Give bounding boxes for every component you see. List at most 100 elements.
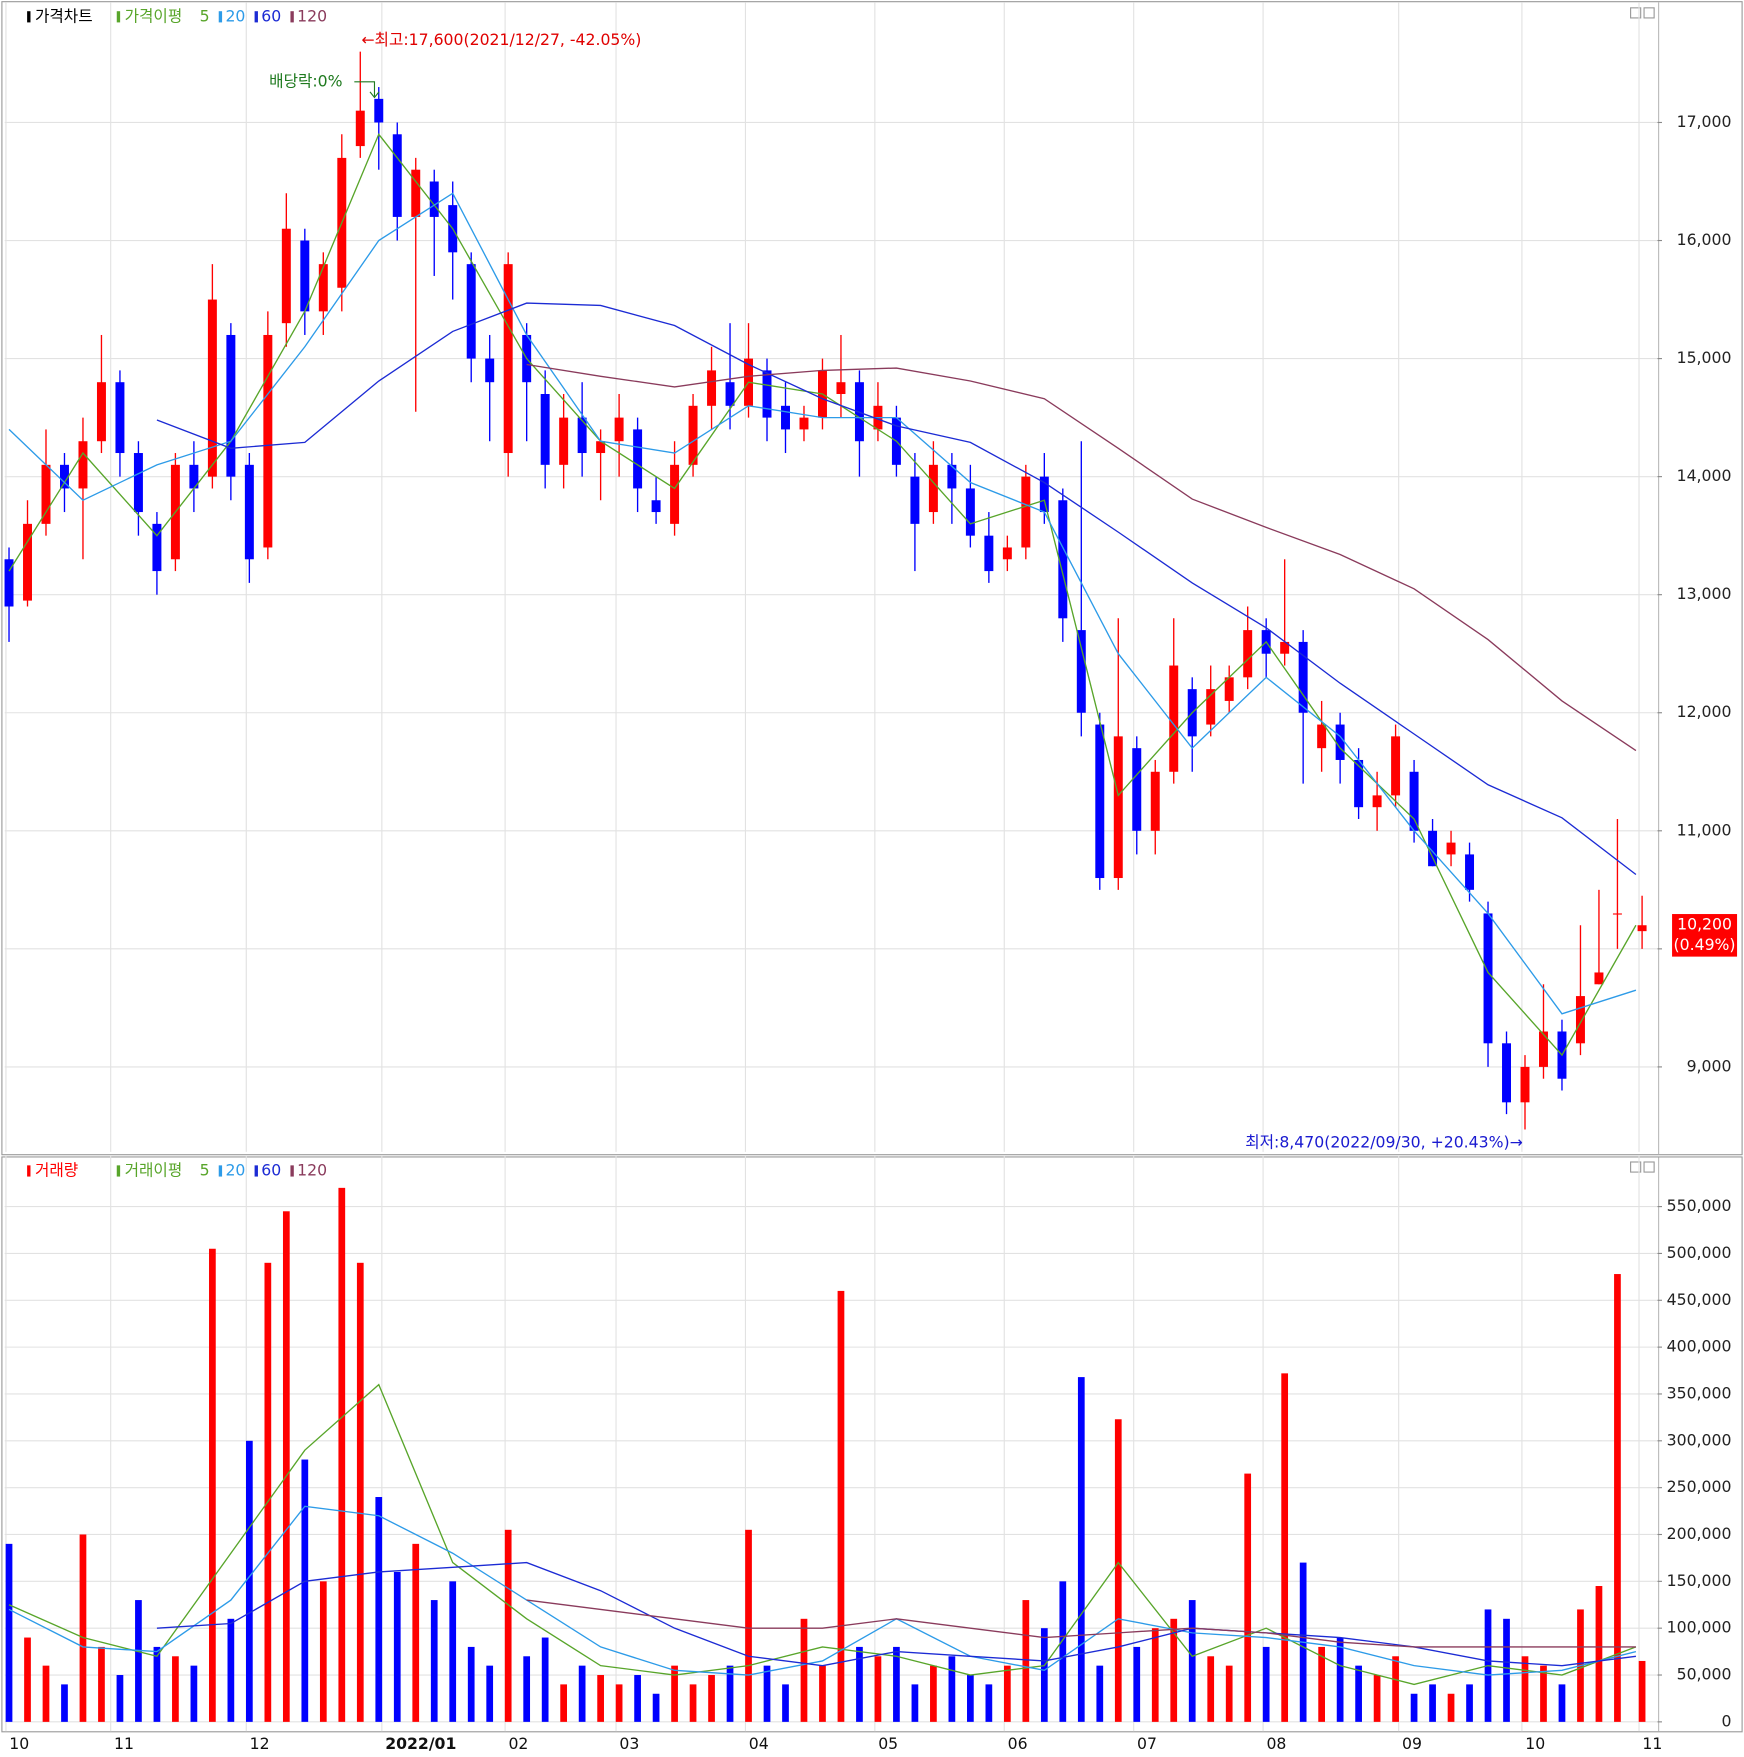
- candle-body: [1428, 830, 1438, 867]
- y-tick-label: 16,000: [1677, 230, 1732, 249]
- dividend-arrow: [354, 81, 380, 99]
- volume-bar: [597, 1675, 604, 1722]
- moving-average-line: [156, 1561, 1637, 1667]
- volume-bar: [190, 1665, 198, 1722]
- volume-bar: [1003, 1665, 1011, 1722]
- y-tick-label: 250,000: [1667, 1477, 1732, 1496]
- candle-body: [392, 134, 402, 217]
- legend-swatch: [116, 1165, 121, 1177]
- candle-body: [799, 417, 809, 430]
- legend-swatch: [218, 11, 223, 23]
- volume-bar: [430, 1600, 438, 1722]
- x-tick-label: 10: [9, 1734, 29, 1753]
- volume-bar: [800, 1618, 808, 1722]
- candle-body: [1169, 665, 1179, 772]
- x-tick-label: 2022/01: [385, 1734, 456, 1753]
- y-tick-label: 100,000: [1667, 1618, 1732, 1637]
- y-tick-label: 550,000: [1667, 1196, 1732, 1215]
- volume-bar: [652, 1693, 660, 1722]
- volume-bar: [1392, 1656, 1399, 1722]
- legend-entry: 5: [200, 1160, 210, 1179]
- candle-body: [910, 476, 920, 524]
- volume-bar: [523, 1656, 531, 1722]
- x-tick-label: 11: [1642, 1734, 1662, 1753]
- panel-minimize-button[interactable]: [1630, 7, 1642, 19]
- volume-bar: [1114, 1419, 1122, 1722]
- legend-entry: 20: [225, 1160, 245, 1179]
- candle-body: [1076, 630, 1086, 713]
- candle-body: [485, 358, 495, 383]
- y-tick-label: 11,000: [1677, 820, 1732, 839]
- candle-body: [762, 370, 772, 418]
- volume-bar: [1244, 1473, 1252, 1722]
- volume-bar: [634, 1675, 641, 1722]
- x-tick-label: 07: [1137, 1734, 1157, 1753]
- candle-body: [466, 264, 476, 359]
- high-annotation: ←최고:17,600(2021/12/27, -42.05%): [361, 30, 641, 49]
- candle-body: [1637, 925, 1647, 932]
- candle-body: [725, 382, 735, 406]
- y-tick-label: 500,000: [1667, 1243, 1732, 1262]
- volume-bar: [135, 1600, 142, 1722]
- volume-bar: [24, 1637, 31, 1722]
- y-tick-label: 12,000: [1677, 702, 1732, 721]
- x-tick-label: 02: [508, 1734, 528, 1753]
- volume-bar: [153, 1646, 161, 1722]
- candle-body: [781, 405, 790, 430]
- candle-body: [133, 453, 143, 513]
- candle-body: [1224, 677, 1234, 701]
- moving-average-line: [8, 1505, 1637, 1676]
- candle-body: [1612, 913, 1622, 915]
- volume-bar: [615, 1684, 623, 1722]
- candle-body: [503, 264, 513, 454]
- volume-bar: [412, 1543, 420, 1722]
- volume-bar: [911, 1684, 919, 1722]
- volume-bar: [486, 1665, 494, 1722]
- candle-body: [1575, 996, 1585, 1044]
- legend-entry: 120: [297, 1160, 327, 1179]
- candle-body: [1539, 1031, 1548, 1067]
- volume-bar: [1429, 1684, 1436, 1722]
- candle-body: [1058, 500, 1068, 619]
- volume-bar: [264, 1262, 272, 1722]
- volume-bar: [393, 1571, 401, 1722]
- panel-minimize-button[interactable]: [1630, 1161, 1642, 1173]
- volume-bar: [42, 1665, 50, 1722]
- panel-close-button[interactable]: [1643, 7, 1655, 19]
- legend-swatch: [27, 11, 31, 23]
- volume-bar: [782, 1684, 789, 1722]
- volume-bar: [1096, 1665, 1104, 1722]
- volume-bar: [1355, 1665, 1362, 1722]
- y-tick-label: 15,000: [1677, 348, 1732, 367]
- y-tick-label: 200,000: [1667, 1524, 1732, 1543]
- candle-body: [1483, 913, 1493, 1044]
- candle-body: [263, 334, 273, 548]
- volume-bar: [541, 1637, 549, 1722]
- candle-body: [651, 500, 661, 513]
- volume-bar: [689, 1684, 697, 1722]
- volume-bar: [1281, 1373, 1289, 1722]
- legend-label: 거래량: [35, 1160, 78, 1179]
- moving-average-line: [8, 192, 1637, 1015]
- moving-average-line: [526, 1599, 1636, 1648]
- candle-body: [1446, 842, 1456, 855]
- volume-bar: [449, 1581, 457, 1722]
- x-tick-label: 05: [878, 1734, 898, 1753]
- candle-body: [1465, 854, 1475, 890]
- y-tick-label: 350,000: [1667, 1383, 1732, 1402]
- last-change-label: (0.49%): [1674, 935, 1736, 954]
- candle-body: [1502, 1043, 1511, 1103]
- candle-body: [1095, 724, 1105, 879]
- volume-bar: [98, 1646, 105, 1722]
- volume-bar: [227, 1618, 235, 1722]
- moving-average-line: [526, 363, 1637, 752]
- x-tick-label: 06: [1008, 1734, 1028, 1753]
- panel-close-button[interactable]: [1643, 1161, 1655, 1173]
- y-tick-label: 400,000: [1667, 1337, 1732, 1356]
- candle-body: [1317, 724, 1327, 749]
- x-tick-label: 08: [1266, 1734, 1286, 1753]
- candle-body: [152, 523, 162, 572]
- candle-body: [189, 464, 199, 489]
- candle-body: [429, 181, 439, 217]
